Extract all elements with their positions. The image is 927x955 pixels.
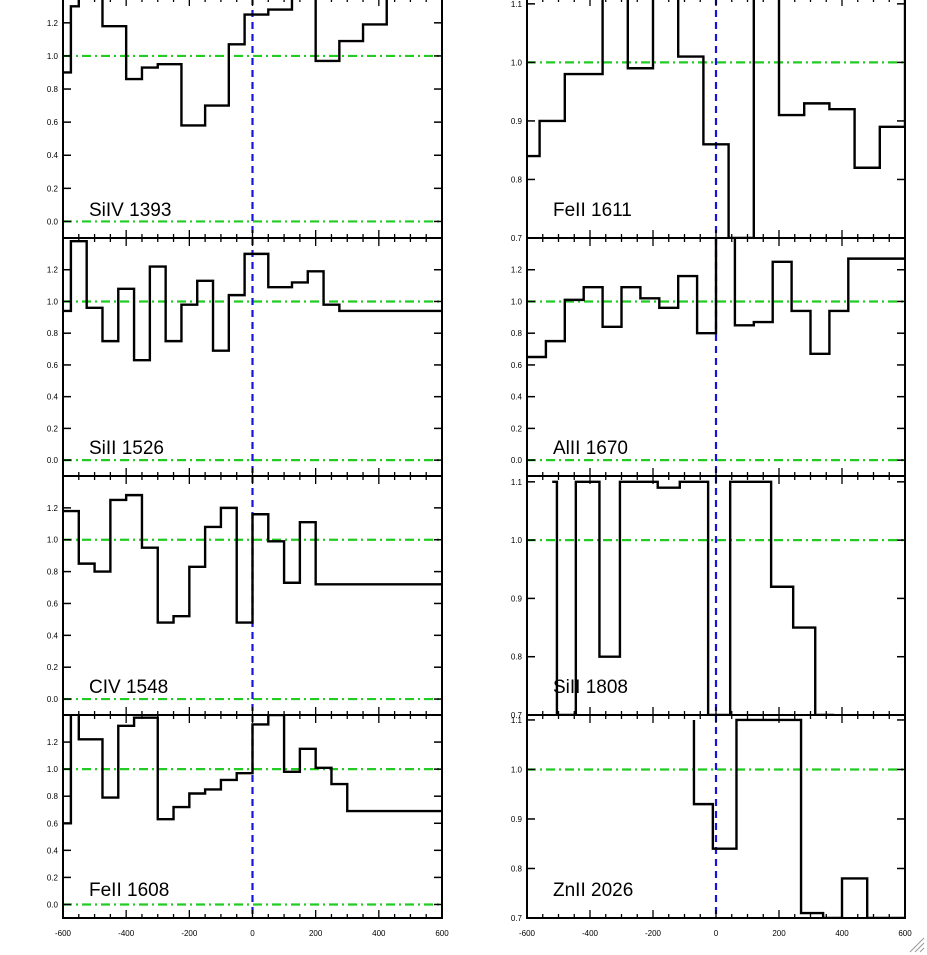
y-tick-label: 0.8	[511, 175, 523, 184]
panel-civ-1548: 0.0 0.2 0.4 0.6 0.8 1.0 1.2 CIV 1548	[47, 475, 443, 716]
y-tick-label: 0.4	[511, 393, 523, 402]
y-tick-label: 1.0	[511, 765, 523, 774]
y-tick-label: 1.2	[47, 738, 59, 747]
x-tick-label: 0	[250, 929, 255, 938]
y-tick-label: 1.0	[47, 297, 59, 306]
panel-siii-1808: 0.7 0.8 0.9 1.0 1.1 SiII 1808	[511, 475, 906, 720]
y-tick-label: 0.0	[47, 217, 59, 226]
x-tick-label: 600	[898, 929, 912, 938]
y-tick-label: 1.2	[47, 19, 59, 28]
panel-feii-1608: 0.0 0.2 0.4 0.6 0.8 1.0 1.2 -600 -400 -200 0 200 400…	[47, 714, 449, 938]
y-tick-label: 1.0	[511, 536, 523, 545]
y-tick-label: 0.2	[47, 873, 59, 882]
panel-label: SiII 1526	[89, 438, 164, 459]
y-tick-label: 0.6	[47, 599, 59, 608]
y-tick-label: 1.0	[47, 536, 59, 545]
y-tick-label: 0.8	[47, 85, 59, 94]
x-tick-label: -200	[645, 929, 662, 938]
y-tick-label: 0.6	[47, 819, 59, 828]
y-tick-label: 1.0	[47, 765, 59, 774]
panel-feii-1611: 0.7 0.8 0.9 1.0 1.1 FeII 1611	[511, 0, 906, 243]
panel-label: FeII 1611	[553, 200, 632, 221]
y-tick-label: 0.2	[47, 424, 59, 433]
y-tick-label: 0.4	[47, 846, 59, 855]
x-tick-label: -600	[519, 929, 536, 938]
panel-siiv-1393: 0.0 0.2 0.4 0.6 0.8 1.0 1.2 SiIV 1393	[47, 0, 443, 239]
y-tick-label: 0.8	[47, 329, 59, 338]
y-tick-label: 1.2	[511, 266, 523, 275]
y-tick-label: 0.6	[47, 118, 59, 127]
flux-step-line	[63, 715, 442, 825]
y-tick-label: 0.9	[511, 117, 523, 126]
y-tick-label: 0.7	[511, 234, 523, 243]
x-tick-label: -200	[181, 929, 198, 938]
flux-step-line	[527, 0, 905, 238]
x-tick-label: -400	[118, 929, 135, 938]
x-tick-label: 200	[772, 929, 786, 938]
x-tick-label: -400	[582, 929, 599, 938]
y-tick-label: 0.8	[47, 568, 59, 577]
panel-znii-2026: 0.7 0.8 0.9 1.0 1.1 -600 -400 -200 0 200 400 600 ZnI…	[511, 714, 912, 938]
x-tick-label: 200	[309, 929, 323, 938]
y-tick-label: 1.0	[47, 52, 59, 61]
y-tick-label: 0.2	[47, 184, 59, 193]
flux-step-line	[692, 718, 905, 918]
y-tick-label: 1.0	[511, 58, 523, 67]
x-tick-label: 0	[714, 929, 719, 938]
flux-step-line	[63, 239, 442, 362]
x-tick-label: 600	[435, 929, 449, 938]
flux-step-line	[527, 238, 905, 359]
y-tick-label: 0.0	[47, 900, 59, 909]
y-tick-label: 1.2	[47, 266, 59, 275]
panel-label: CIV 1548	[89, 677, 168, 698]
panel-label: SiIV 1393	[89, 200, 171, 221]
flux-step-line	[63, 0, 388, 127]
panel-label: SiII 1808	[553, 677, 628, 698]
y-tick-label: 1.1	[511, 478, 523, 487]
y-tick-label: 0.8	[511, 653, 523, 662]
x-tick-label: 400	[835, 929, 849, 938]
flux-step-line	[63, 493, 442, 624]
x-tick-label: -600	[55, 929, 72, 938]
y-tick-label: 0.0	[47, 456, 59, 465]
y-tick-label: 0.8	[511, 864, 523, 873]
y-tick-label: 0.9	[511, 815, 523, 824]
y-tick-label: 1.2	[47, 504, 59, 513]
flux-step-line	[552, 480, 835, 715]
y-tick-label: 1.1	[511, 0, 523, 9]
y-tick-label: 0.0	[47, 695, 59, 704]
panel-alii-1670: 0.0 0.2 0.4 0.6 0.8 1.0 1.2 AlII 1670	[511, 237, 906, 477]
resize-grip-icon	[909, 937, 925, 953]
y-tick-label: 0.4	[47, 393, 59, 402]
panel-label: FeII 1608	[89, 880, 169, 901]
y-tick-label: 0.7	[511, 711, 523, 720]
y-tick-label: 0.2	[47, 663, 59, 672]
panel-siii-1526: 0.0 0.2 0.4 0.6 0.8 1.0 1.2 SiII 1526	[47, 237, 443, 477]
y-tick-label: 0.8	[47, 792, 59, 801]
panel-label: ZnII 2026	[553, 880, 633, 901]
y-tick-label: 0.4	[47, 631, 59, 640]
y-tick-label: 0.9	[511, 594, 523, 603]
panel-label: AlII 1670	[553, 438, 628, 459]
y-tick-label: 0.8	[511, 329, 523, 338]
y-tick-label: 0.7	[511, 914, 523, 923]
y-tick-label: 0.6	[511, 361, 523, 370]
y-tick-label: 0.4	[47, 151, 59, 160]
y-tick-label: 0.2	[511, 424, 523, 433]
y-tick-label: 0.0	[511, 456, 523, 465]
y-tick-label: 1.0	[511, 297, 523, 306]
y-tick-label: 0.6	[47, 361, 59, 370]
x-tick-label: 400	[372, 929, 386, 938]
y-tick-label: 1.1	[511, 716, 523, 725]
